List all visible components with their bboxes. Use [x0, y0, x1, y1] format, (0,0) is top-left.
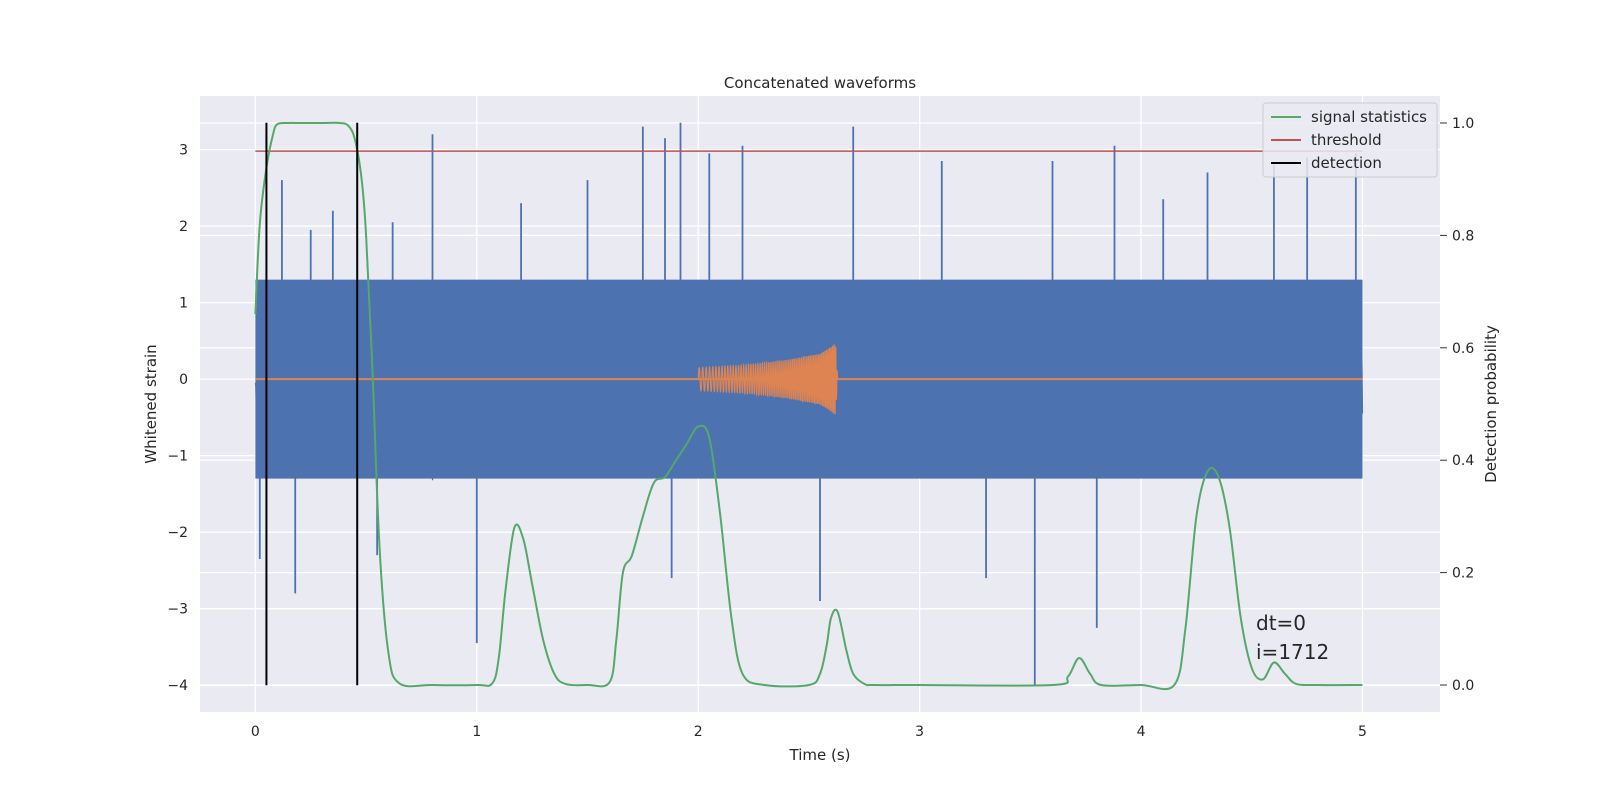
x-tick-label: 1 [472, 724, 481, 740]
legend: signal statistics threshold detection [1262, 102, 1438, 178]
annotation-index: i=1712 [1256, 640, 1329, 664]
chart-title: Concatenated waveforms [724, 74, 916, 92]
annotation: dt=0 i=1712 [1256, 611, 1329, 664]
signal-statistics-series [254, 121, 1363, 691]
signal-statistics-line [254, 121, 1363, 691]
y2-tick-label: 0.0 [1452, 678, 1474, 694]
detection-series [265, 122, 359, 686]
y-tick-label: −3 [167, 602, 188, 618]
legend-label-signal-statistics: signal statistics [1311, 108, 1427, 126]
legend-box [1262, 102, 1438, 178]
x-axis-label: Time (s) [789, 746, 851, 764]
y-tick-label: −4 [167, 678, 188, 694]
x-tick-label: 4 [1137, 724, 1146, 740]
y2-tick-label: 0.6 [1452, 341, 1474, 357]
x-tick-label: 0 [251, 724, 260, 740]
y-tick-label: −2 [167, 525, 188, 541]
y2-tick-label: 1.0 [1452, 116, 1474, 132]
y-tick-label: 2 [179, 219, 188, 235]
x-tick-label: 3 [915, 724, 924, 740]
y-tick-label: 0 [179, 372, 188, 388]
y2-axis-label: Detection probability [1482, 325, 1500, 483]
injected-chirp [697, 344, 839, 415]
annotation-dt: dt=0 [1256, 611, 1306, 635]
y-axis-ticks: 3 2 1 0 −1 −2 −3 −4 [167, 143, 188, 695]
y2-tick-label: 0.8 [1452, 228, 1474, 244]
injected-signal-series [255, 344, 1363, 415]
x-tick-label: 5 [1358, 724, 1367, 740]
x-tick-label: 2 [694, 724, 703, 740]
legend-label-detection: detection [1311, 154, 1382, 172]
legend-label-threshold: threshold [1311, 131, 1382, 149]
y-tick-label: −1 [167, 449, 188, 465]
y-tick-label: 1 [179, 296, 188, 312]
y2-tick-label: 0.4 [1452, 453, 1474, 469]
y2-tick-label: 0.2 [1452, 566, 1474, 582]
x-axis-ticks: 0 1 2 3 4 5 [251, 724, 1367, 740]
y2-axis-ticks: 0.0 0.2 0.4 0.6 0.8 1.0 [1440, 116, 1474, 694]
y-axis-label: Whitened strain [142, 344, 160, 463]
y-tick-label: 3 [179, 143, 188, 159]
